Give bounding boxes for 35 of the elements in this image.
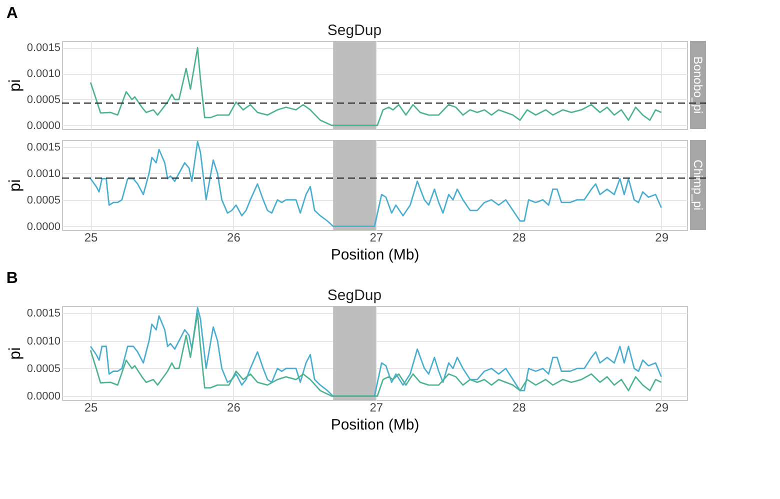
x-tick-label: 28 — [512, 400, 526, 414]
text: Bonobo_pi — [691, 56, 705, 114]
band-label: SegDup — [327, 287, 382, 304]
x-tick-label: 26 — [227, 230, 241, 244]
x-tick-label: 28 — [512, 230, 526, 244]
y-tick-label: 0.0000 — [26, 220, 60, 233]
y-tick-label: 0.0005 — [26, 194, 60, 206]
x-tick-label: 29 — [655, 400, 669, 414]
y-axis-title: pi — [6, 179, 24, 192]
chart-title: A — [6, 5, 18, 22]
y-tick-label: 0.0015 — [26, 141, 60, 154]
y-tick-label: 0.0005 — [26, 362, 60, 375]
y-tick-label: 0.0010 — [26, 335, 60, 348]
y-tick-label: 0.0010 — [26, 68, 60, 80]
y-tick-label: 0.0015 — [26, 42, 60, 54]
x-tick-label: 27 — [370, 230, 384, 244]
chart-title: B — [6, 270, 18, 287]
x-tick-label: 26 — [227, 400, 241, 414]
x-axis-title: Position (Mb) — [330, 246, 420, 264]
text: Chimp_pi — [691, 160, 705, 210]
y-axis-title: pi — [6, 79, 24, 92]
x-tick-label: 25 — [84, 230, 98, 244]
y-tick-label: 0.0000 — [26, 120, 60, 132]
y-tick-label: 0.0015 — [26, 308, 60, 320]
x-tick-label: 29 — [655, 230, 669, 244]
y-tick-label: 0.0005 — [26, 94, 60, 106]
x-axis-title: Position (Mb) — [330, 416, 420, 434]
x-tick-label: 27 — [370, 400, 384, 414]
y-axis-title: pi — [6, 347, 24, 360]
x-tick-label: 25 — [84, 400, 98, 414]
line-series — [90, 140, 662, 227]
line-series — [90, 47, 662, 126]
band-label: SegDup — [327, 22, 382, 39]
y-tick-label: 0.0010 — [26, 168, 60, 180]
y-tick-label: 0.0000 — [26, 390, 60, 403]
